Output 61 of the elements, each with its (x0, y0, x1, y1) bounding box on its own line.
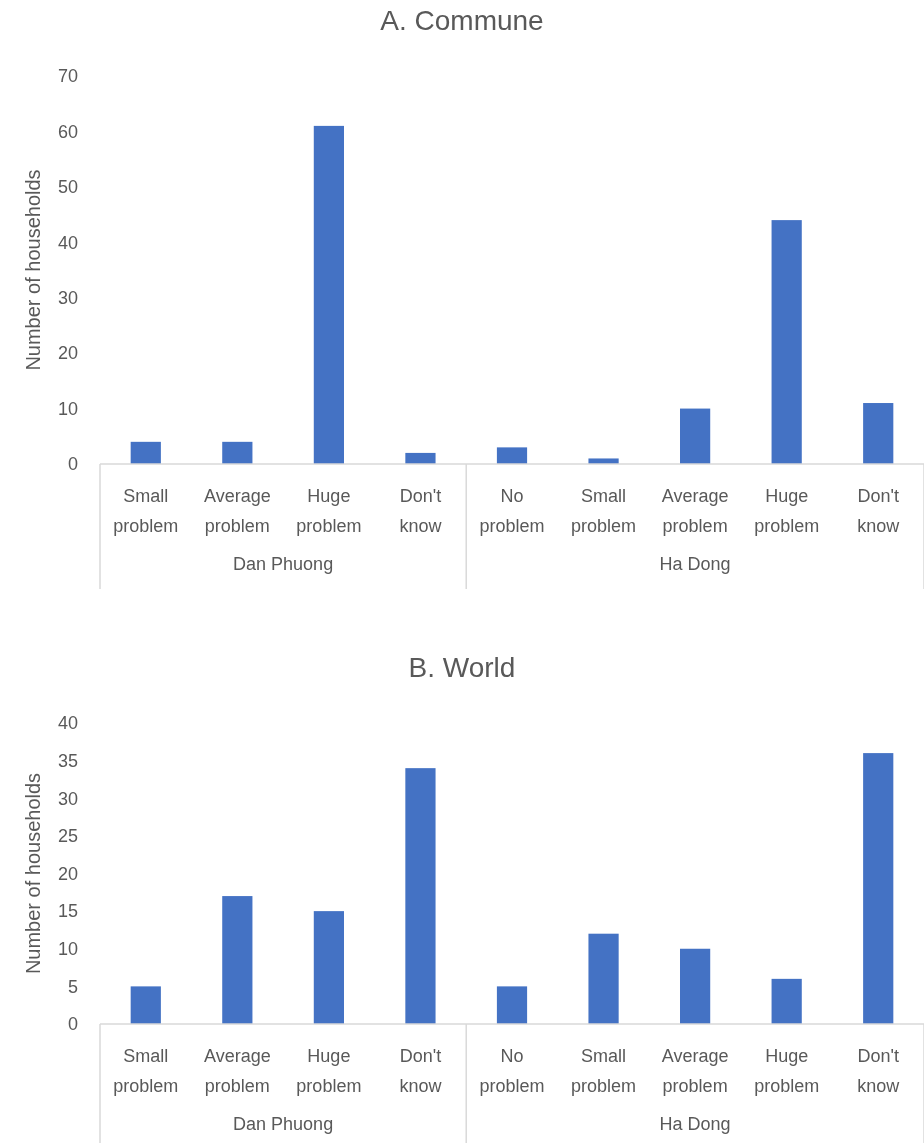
y-tick-label: 50 (57, 177, 78, 198)
chart-title: A. Commune (380, 5, 544, 36)
text: Ha Dong (659, 554, 731, 574)
bar (405, 452, 436, 464)
bar (496, 447, 528, 464)
y-tick-label: 70 (57, 66, 78, 87)
x-tick-label: Huge problem (754, 486, 820, 536)
y-tick-label: 20 (57, 863, 78, 884)
x-tick-label: Average problem (661, 1046, 729, 1096)
bar (405, 768, 436, 1024)
y-tick-label: 0 (67, 454, 78, 475)
bar (863, 403, 894, 464)
bar (222, 441, 253, 464)
x-tick-label: Small problem (571, 486, 637, 536)
y-tick-label: 20 (57, 343, 78, 364)
bar (313, 911, 344, 1024)
x-tick-label: Average problem (203, 486, 271, 536)
bar (130, 441, 161, 464)
chart-title: B. World (408, 652, 516, 683)
y-tick-label: 30 (57, 788, 78, 809)
bar (680, 948, 711, 1024)
text: Ha Dong (659, 1114, 731, 1134)
x-tick-label: Huge problem (296, 1046, 362, 1096)
y-tick-label: 30 (57, 288, 78, 309)
x-tick-label: Don't know (399, 1046, 443, 1096)
x-tick-label: No problem (479, 1046, 545, 1096)
x-tick-label: Small problem (113, 486, 179, 536)
y-tick-label: 40 (57, 232, 78, 253)
bar (680, 408, 711, 464)
bar (313, 125, 344, 464)
x-tick-label: Don't know (399, 486, 443, 536)
y-tick-label: 5 (67, 976, 78, 997)
x-tick-label: Don't know (857, 1046, 901, 1096)
bar (130, 986, 161, 1024)
bar (588, 458, 619, 464)
bar (588, 933, 619, 1024)
y-tick-label: 40 (57, 713, 78, 734)
y-tick-label: 15 (57, 901, 78, 922)
y-axis-title: Number of households (22, 772, 44, 975)
x-tick-label: No problem (479, 486, 545, 536)
x-tick-label: Don't know (857, 486, 901, 536)
x-tick-label: Huge problem (296, 486, 362, 536)
x-tick-label: Small problem (571, 1046, 637, 1096)
y-tick-label: 0 (67, 1014, 78, 1035)
bar (496, 986, 528, 1024)
x-tick-label: Huge problem (754, 1046, 820, 1096)
y-axis-title: Number of households (22, 169, 44, 371)
bar (771, 978, 802, 1024)
bar (222, 896, 253, 1024)
y-tick-label: 60 (57, 121, 78, 142)
x-tick-label: Average problem (661, 486, 729, 536)
x-tick-label: Small problem (113, 1046, 179, 1096)
x-tick-label: Average problem (203, 1046, 271, 1096)
y-tick-label: 35 (57, 750, 78, 771)
y-tick-label: 10 (57, 939, 78, 960)
bar (863, 753, 894, 1024)
y-tick-label: 10 (57, 398, 78, 419)
text: Dan Phuong (233, 554, 334, 574)
bar (771, 220, 802, 464)
text: Dan Phuong (233, 1114, 334, 1134)
y-tick-label: 25 (57, 826, 78, 847)
